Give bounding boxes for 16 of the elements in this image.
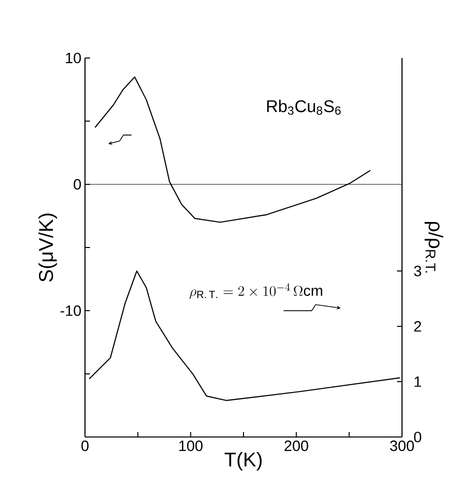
annotation: $\rho_{\mathrm{R.\,T.}} = 2 \times 10^{-4}\,\Omega\mathrm{cm}$ (190, 283, 322, 299)
y-tick-label: -10 (60, 305, 81, 316)
y2-tick-label: 0 (414, 432, 422, 442)
y2-tick-label: 1 (414, 376, 422, 387)
y-tick-label: 10 (66, 52, 81, 64)
y2-axis-title: ρ/ρ$_{R.T.}$ (424, 222, 444, 272)
x-tick-label: 200 (284, 440, 308, 452)
x-tick-label: 100 (179, 440, 203, 452)
y2-tick-label: 3 (414, 266, 422, 276)
annotation: Rb$_{3}$Cu$_{8}$S$_{6}$ (267, 100, 341, 115)
y-tick-label: 0 (74, 179, 81, 190)
x-axis-title: T(K) (224, 452, 262, 471)
y-axis-title: S(μV/K) (38, 214, 58, 282)
y2-tick-label: 2 (414, 321, 422, 332)
x-tick-label: 0 (81, 440, 89, 452)
x-tick-label: 300 (390, 440, 414, 452)
